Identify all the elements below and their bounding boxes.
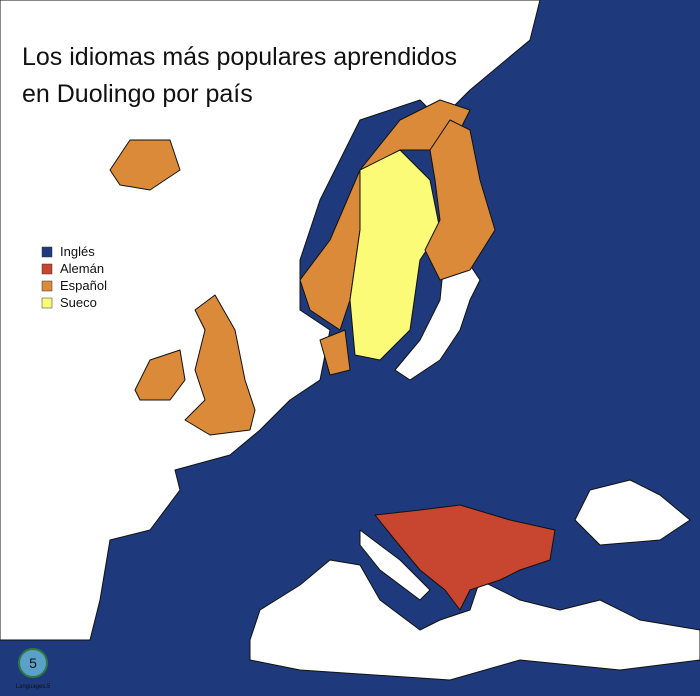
mediterranean xyxy=(249,559,700,681)
ireland xyxy=(134,349,186,401)
adriatic xyxy=(359,529,431,601)
legend-swatch xyxy=(41,297,53,309)
legend-label: Alemán xyxy=(60,261,104,276)
sweden xyxy=(349,149,441,361)
title-line: en Duolingo por país xyxy=(22,80,253,108)
legend-label: Español xyxy=(60,278,107,293)
finland xyxy=(424,119,496,281)
iceland xyxy=(109,139,181,191)
legend-swatch xyxy=(41,263,53,275)
legend-label: Sueco xyxy=(60,295,97,310)
legend-swatch xyxy=(41,246,53,258)
logo-circle xyxy=(18,648,48,678)
balkans xyxy=(374,504,556,611)
logo-text: Languages.5 xyxy=(16,684,51,690)
legend-label: Inglés xyxy=(60,244,95,259)
great-britain xyxy=(184,294,256,436)
title-line: Los idiomas más populares aprendidos xyxy=(22,43,457,71)
legend-swatch xyxy=(41,280,53,292)
legend: Inglés Alemán Español Sueco xyxy=(41,244,107,310)
denmark xyxy=(319,329,351,376)
black-sea xyxy=(574,479,691,546)
logo-mark: 5 xyxy=(29,655,37,671)
